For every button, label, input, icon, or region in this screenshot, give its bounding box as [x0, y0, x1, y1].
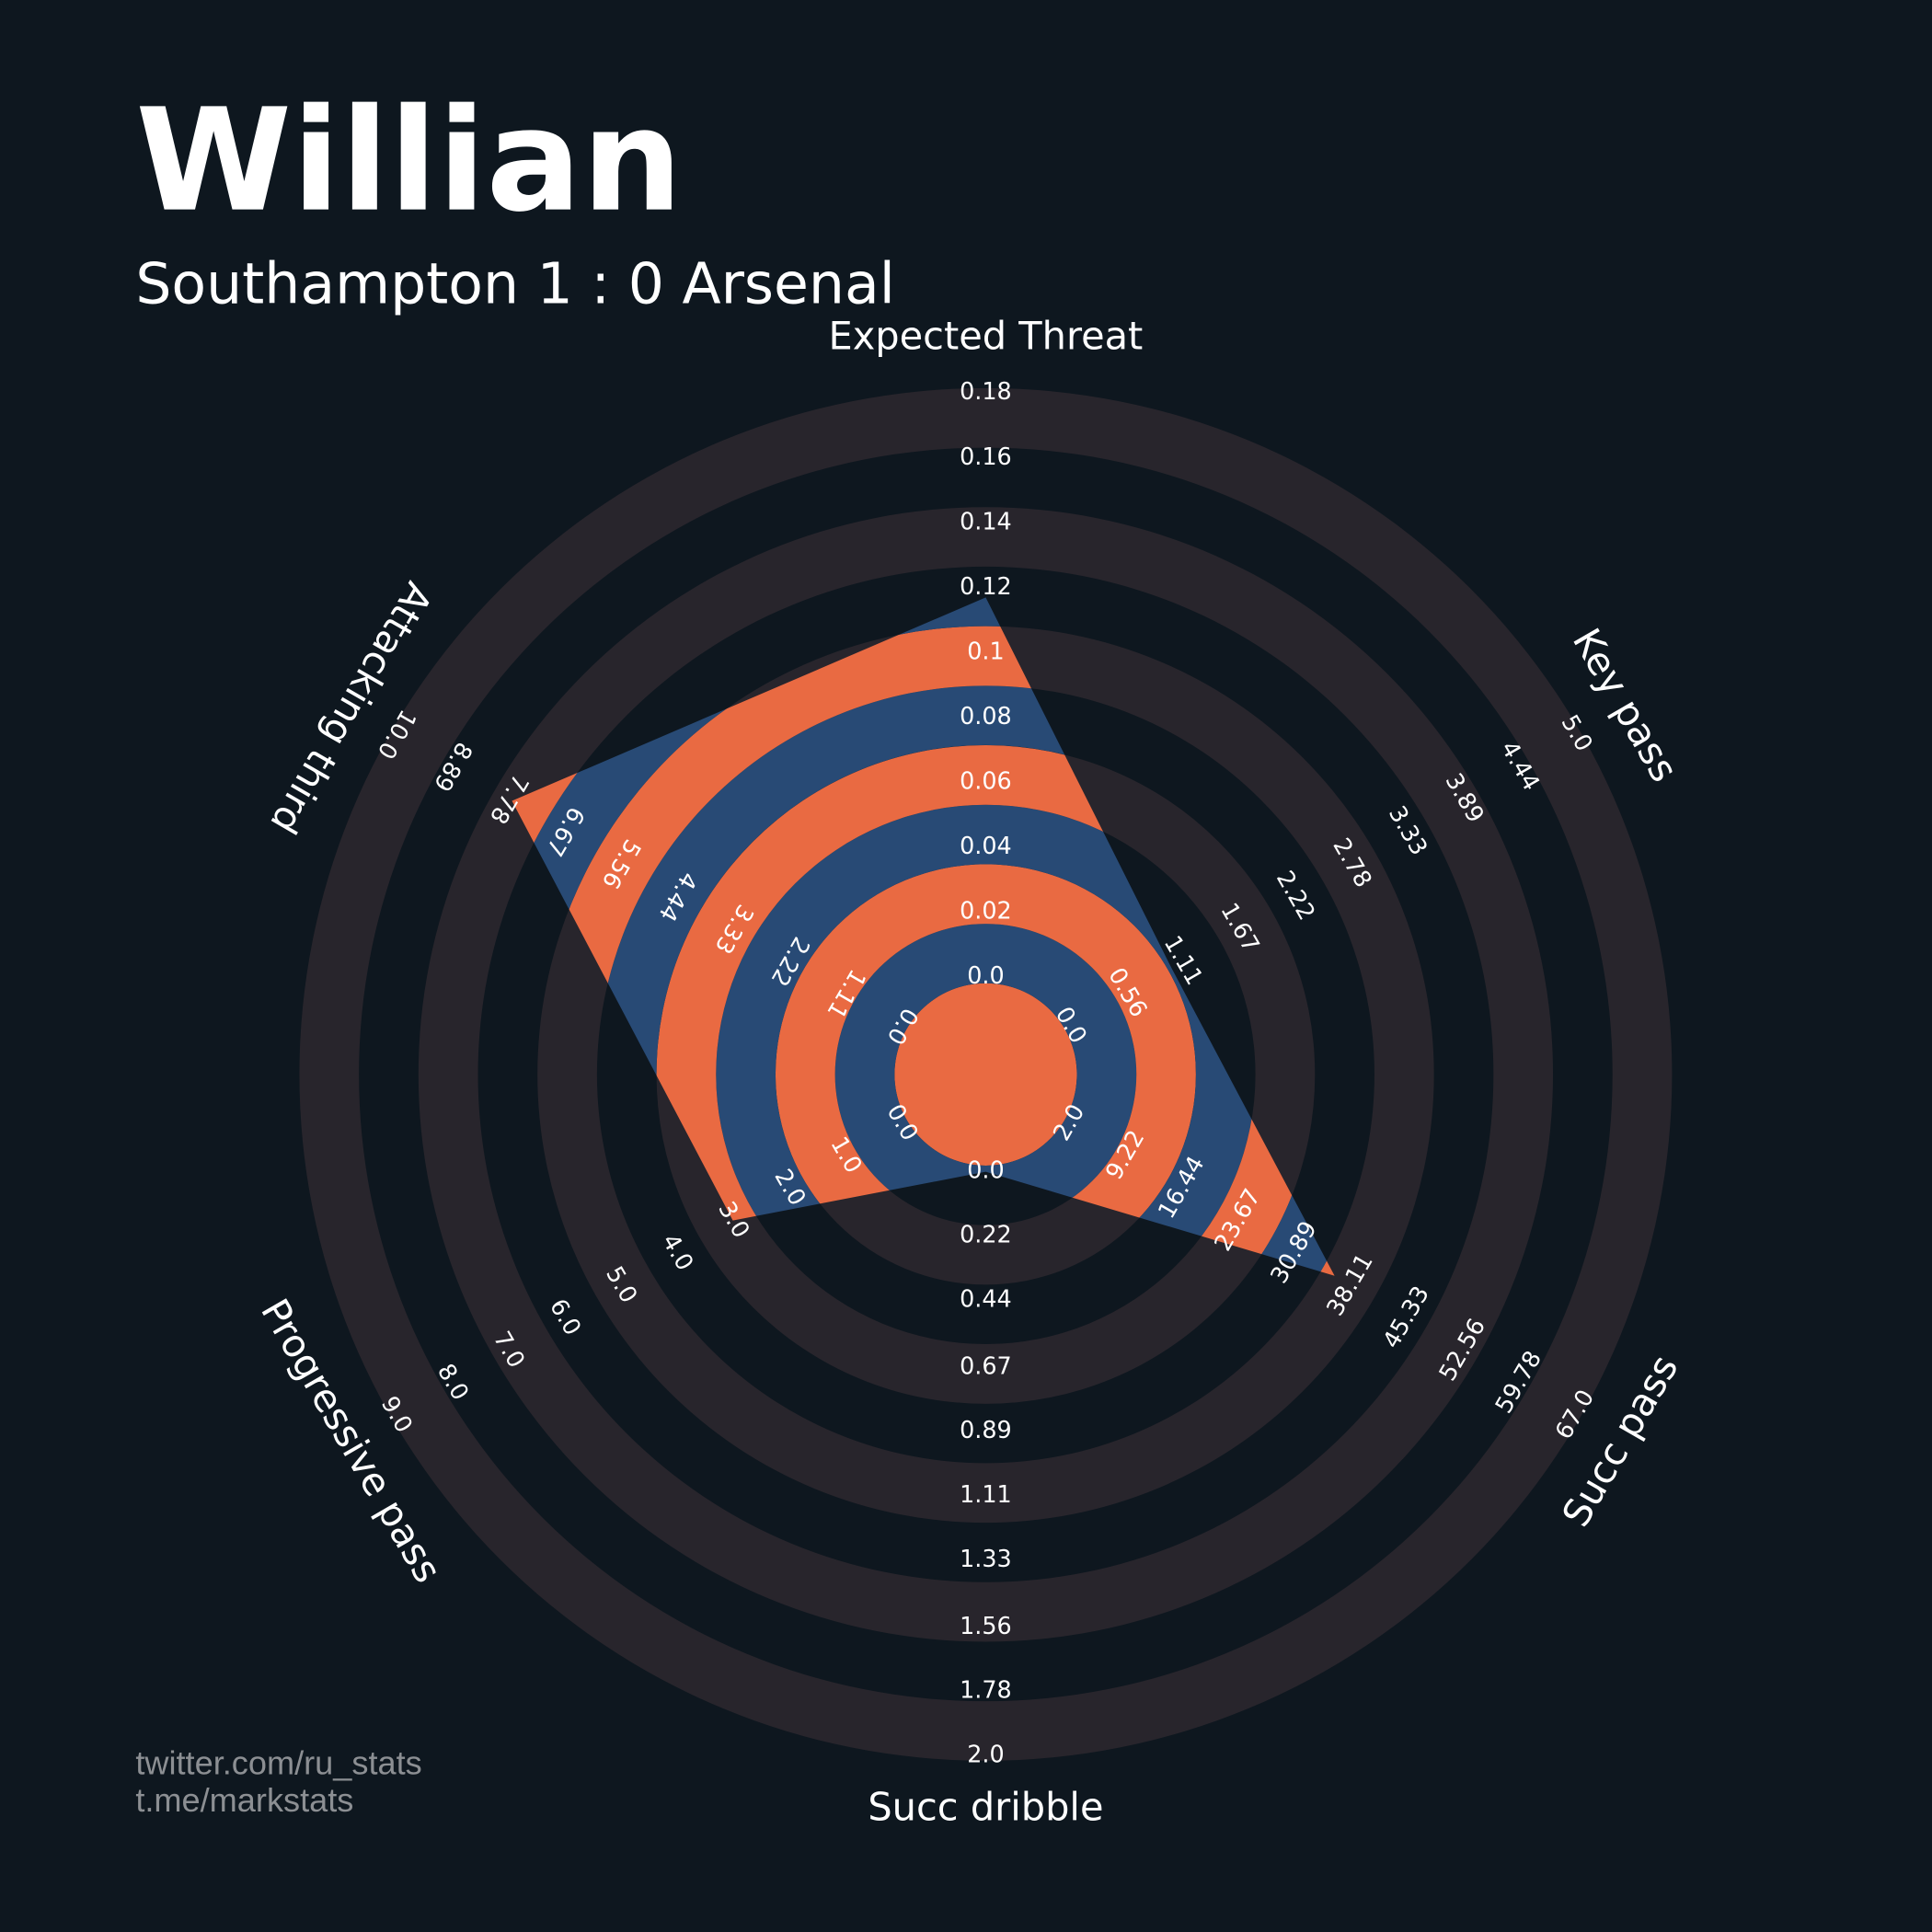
- chart-title: Willian: [135, 79, 683, 244]
- tick-label: 1.33: [960, 1545, 1012, 1572]
- footer-text: twitter.com/ru_stats: [135, 1744, 421, 1782]
- ring-fill: [834, 924, 1137, 1225]
- tick-label: 0.0: [967, 961, 1004, 989]
- tick-label: 1.56: [960, 1612, 1012, 1639]
- tick-label: 0.1: [967, 637, 1004, 664]
- ring-fill: [894, 983, 1077, 1166]
- tick-label: 0.14: [960, 507, 1012, 535]
- footer-text: t.me/markstats: [135, 1781, 353, 1819]
- axis-label: Succ dribble: [868, 1784, 1103, 1829]
- chart-subtitle: Southampton 1 : 0 Arsenal: [135, 250, 895, 316]
- tick-label: 0.02: [960, 897, 1012, 925]
- tick-label: 0.22: [960, 1220, 1012, 1248]
- tick-label: 1.78: [960, 1676, 1012, 1704]
- tick-label: 0.0: [967, 1156, 1004, 1184]
- tick-label: 2.0: [967, 1740, 1004, 1767]
- axis-label: Expected Threat: [828, 313, 1143, 358]
- tick-label: 0.16: [960, 443, 1012, 470]
- tick-label: 0.08: [960, 702, 1012, 730]
- tick-label: 0.44: [960, 1284, 1012, 1312]
- tick-label: 0.89: [960, 1416, 1012, 1443]
- tick-label: 1.11: [960, 1480, 1012, 1508]
- tick-label: 0.04: [960, 832, 1012, 859]
- radar-fill: [512, 597, 1335, 1276]
- tick-label: 0.12: [960, 572, 1012, 600]
- tick-label: 0.06: [960, 766, 1012, 794]
- tick-label: 0.67: [960, 1351, 1012, 1379]
- tick-label: 0.18: [960, 377, 1012, 405]
